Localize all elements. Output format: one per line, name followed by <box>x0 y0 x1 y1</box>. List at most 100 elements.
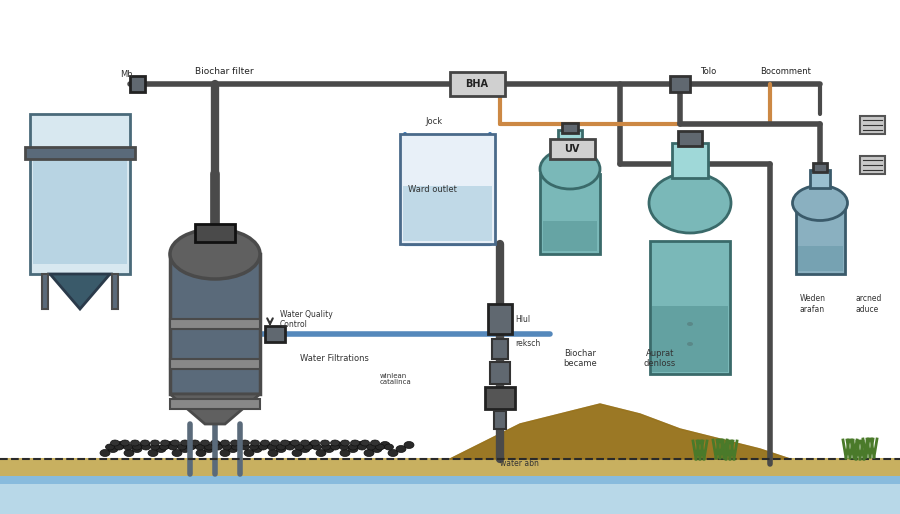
Ellipse shape <box>180 446 190 452</box>
Ellipse shape <box>186 444 195 450</box>
Ellipse shape <box>108 446 118 452</box>
Ellipse shape <box>308 442 318 449</box>
Ellipse shape <box>388 450 398 456</box>
Ellipse shape <box>230 440 239 446</box>
Text: Mh: Mh <box>120 70 132 79</box>
Ellipse shape <box>301 440 310 446</box>
Ellipse shape <box>303 444 312 450</box>
Ellipse shape <box>130 440 140 446</box>
Ellipse shape <box>111 440 120 446</box>
Ellipse shape <box>181 440 190 446</box>
Ellipse shape <box>236 442 246 449</box>
Ellipse shape <box>330 440 339 446</box>
Ellipse shape <box>156 446 166 452</box>
Text: UV: UV <box>564 144 580 154</box>
Ellipse shape <box>177 444 186 450</box>
Ellipse shape <box>170 440 179 446</box>
Ellipse shape <box>260 440 269 446</box>
Ellipse shape <box>100 450 110 456</box>
Ellipse shape <box>300 446 310 452</box>
Ellipse shape <box>201 440 210 446</box>
Ellipse shape <box>240 444 249 450</box>
Ellipse shape <box>148 450 158 456</box>
Ellipse shape <box>361 440 370 446</box>
Ellipse shape <box>116 442 126 449</box>
Ellipse shape <box>276 446 286 452</box>
Text: Auprat
denloss: Auprat denloss <box>644 349 676 369</box>
Ellipse shape <box>396 446 406 452</box>
Bar <box>112 274 118 309</box>
Ellipse shape <box>348 446 358 452</box>
Text: arcned
aduce: arcned aduce <box>855 295 881 314</box>
Ellipse shape <box>220 440 230 446</box>
Text: winlean
catalinca: winlean catalinca <box>380 373 412 386</box>
Ellipse shape <box>231 444 240 450</box>
Polygon shape <box>50 274 110 309</box>
Bar <box>492 339 508 359</box>
Ellipse shape <box>164 442 174 449</box>
Bar <box>195 224 235 242</box>
Ellipse shape <box>204 444 213 450</box>
Ellipse shape <box>356 442 366 449</box>
Ellipse shape <box>212 442 222 449</box>
Ellipse shape <box>271 440 280 446</box>
Ellipse shape <box>372 446 382 452</box>
Ellipse shape <box>404 442 414 449</box>
Text: Water Quality
Control: Water Quality Control <box>280 309 333 329</box>
Bar <box>0 479 900 514</box>
Ellipse shape <box>172 450 182 456</box>
Text: Jock: Jock <box>425 117 442 126</box>
Ellipse shape <box>320 440 329 446</box>
Ellipse shape <box>140 442 150 449</box>
Bar <box>550 139 595 159</box>
Ellipse shape <box>244 450 254 456</box>
Bar <box>450 72 505 96</box>
Text: Bocomment: Bocomment <box>760 67 811 76</box>
Bar <box>678 131 702 146</box>
Ellipse shape <box>160 440 169 446</box>
Ellipse shape <box>687 322 693 326</box>
Ellipse shape <box>540 149 600 189</box>
Text: Ward outlet: Ward outlet <box>408 185 457 193</box>
Ellipse shape <box>211 440 220 446</box>
Ellipse shape <box>124 450 134 456</box>
Bar <box>33 154 127 264</box>
Ellipse shape <box>687 342 693 346</box>
Ellipse shape <box>291 440 300 446</box>
Ellipse shape <box>793 186 848 221</box>
Ellipse shape <box>170 229 260 279</box>
Bar <box>540 174 600 254</box>
Text: Biochar filter: Biochar filter <box>195 67 254 76</box>
Ellipse shape <box>204 446 214 452</box>
Ellipse shape <box>132 444 141 450</box>
Ellipse shape <box>285 444 294 450</box>
Ellipse shape <box>324 446 334 452</box>
Ellipse shape <box>292 450 302 456</box>
Bar <box>25 147 135 159</box>
Bar <box>860 116 885 134</box>
Ellipse shape <box>380 442 390 449</box>
Text: BHA: BHA <box>465 79 489 89</box>
Ellipse shape <box>191 440 200 446</box>
Bar <box>130 76 145 92</box>
Text: Weden
arafan: Weden arafan <box>800 295 826 314</box>
Bar <box>42 274 48 309</box>
Bar <box>562 123 578 133</box>
Ellipse shape <box>249 444 258 450</box>
Polygon shape <box>450 404 790 459</box>
Ellipse shape <box>348 444 357 450</box>
Ellipse shape <box>258 444 267 450</box>
Bar <box>488 304 512 334</box>
Ellipse shape <box>340 440 349 446</box>
Bar <box>265 326 285 342</box>
Ellipse shape <box>195 444 204 450</box>
Ellipse shape <box>375 444 384 450</box>
Ellipse shape <box>188 442 198 449</box>
Ellipse shape <box>222 444 231 450</box>
Ellipse shape <box>267 444 276 450</box>
Text: reksch: reksch <box>515 340 540 348</box>
Bar <box>403 186 492 241</box>
Ellipse shape <box>140 440 149 446</box>
Ellipse shape <box>252 446 262 452</box>
Ellipse shape <box>310 440 320 446</box>
